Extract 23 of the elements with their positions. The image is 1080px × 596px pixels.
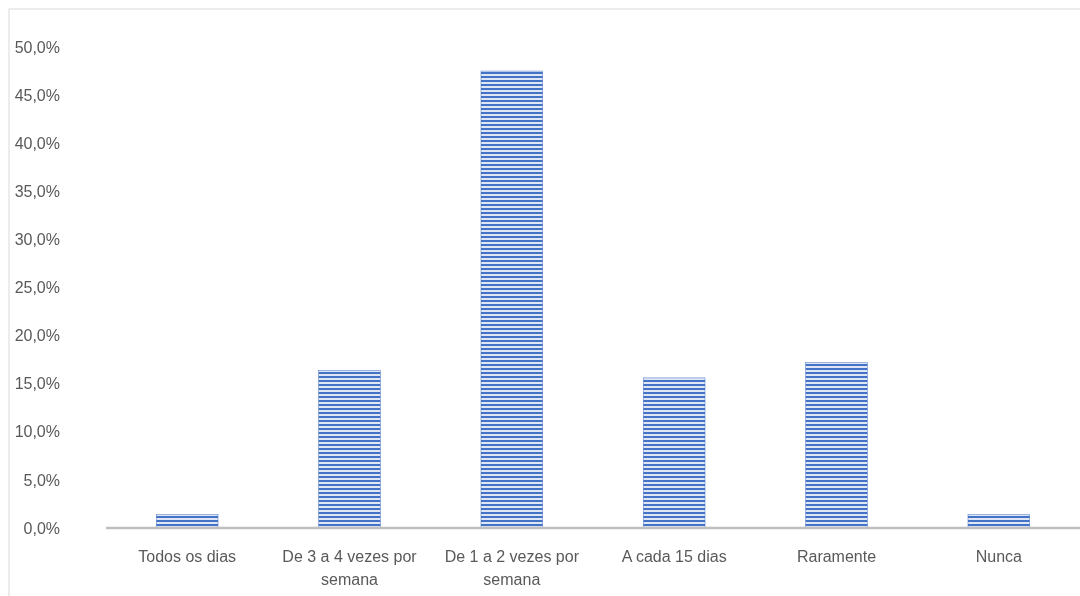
- x-tick-label: De 1 a 2 vezes por semana: [444, 548, 580, 588]
- y-tick-label: 15,0%: [14, 375, 60, 393]
- y-tick-label: 0,0%: [23, 519, 60, 537]
- y-tick-label: 20,0%: [14, 327, 60, 345]
- y-tick-label: 30,0%: [14, 231, 60, 248]
- x-tick-label: A cada 15 dias: [621, 548, 727, 565]
- bar: [156, 514, 219, 529]
- y-tick-label: 45,0%: [14, 86, 60, 104]
- y-tick-label: 50,0%: [14, 38, 60, 56]
- bar: [805, 362, 868, 529]
- bar: [480, 70, 543, 529]
- x-tick-label: De 3 a 4 vezes por semana: [282, 548, 418, 588]
- y-tick-label: 10,0%: [14, 423, 60, 441]
- y-tick-label: 25,0%: [14, 279, 60, 297]
- x-tick-label: Todos os dias: [138, 548, 237, 565]
- bar: [967, 514, 1030, 529]
- y-tick-label: 40,0%: [14, 134, 60, 152]
- bar: [643, 377, 706, 529]
- x-tick-label: Raramente: [796, 548, 877, 565]
- x-tick-label: Nunca: [975, 548, 1023, 565]
- y-tick-label: 35,0%: [14, 182, 60, 200]
- y-tick-label: 5,0%: [23, 471, 60, 489]
- bar: [318, 369, 381, 529]
